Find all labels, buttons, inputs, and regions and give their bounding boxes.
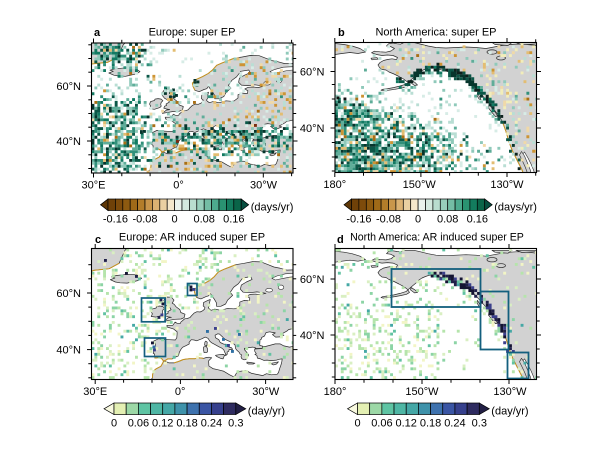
- svg-text:a: a: [94, 27, 101, 39]
- svg-text:(days/yr): (days/yr): [251, 202, 294, 214]
- svg-text:0: 0: [172, 214, 178, 226]
- svg-text:0.3: 0.3: [228, 418, 243, 430]
- svg-text:60°N: 60°N: [56, 81, 81, 93]
- svg-text:0.06: 0.06: [128, 418, 149, 430]
- svg-text:c: c: [95, 234, 101, 246]
- svg-text:40°N: 40°N: [300, 123, 325, 135]
- svg-text:0.12: 0.12: [395, 418, 416, 430]
- svg-text:0.3: 0.3: [472, 418, 487, 430]
- svg-text:0.08: 0.08: [437, 214, 458, 226]
- svg-text:0.24: 0.24: [444, 418, 465, 430]
- svg-text:0: 0: [354, 418, 360, 430]
- svg-text:0.08: 0.08: [193, 214, 214, 226]
- svg-text:40°N: 40°N: [56, 345, 81, 357]
- svg-text:0.12: 0.12: [152, 418, 173, 430]
- svg-text:(days/yr): (days/yr): [494, 202, 537, 214]
- svg-text:30°E: 30°E: [83, 386, 107, 398]
- svg-text:180°: 180°: [323, 179, 346, 191]
- svg-text:150°W: 150°W: [403, 179, 437, 191]
- svg-text:30°W: 30°W: [250, 180, 278, 192]
- svg-text:d: d: [337, 234, 344, 246]
- svg-text:130°W: 130°W: [493, 386, 527, 398]
- svg-text:150°W: 150°W: [405, 386, 439, 398]
- svg-text:(day/yr): (day/yr): [491, 406, 528, 418]
- svg-text:60°N: 60°N: [300, 274, 325, 286]
- svg-text:40°N: 40°N: [300, 330, 325, 342]
- svg-text:(day/yr): (day/yr): [248, 406, 285, 418]
- svg-text:0.24: 0.24: [201, 418, 222, 430]
- svg-text:40°N: 40°N: [56, 136, 81, 148]
- svg-text:North America: AR induced supe: North America: AR induced super EP: [350, 232, 524, 244]
- svg-text:North America: super EP: North America: super EP: [375, 27, 496, 39]
- svg-text:130°W: 130°W: [490, 179, 524, 191]
- svg-text:-0.16: -0.16: [346, 214, 371, 226]
- svg-text:0.16: 0.16: [467, 214, 488, 226]
- svg-text:0: 0: [415, 214, 421, 226]
- svg-text:0: 0: [111, 418, 117, 430]
- svg-text:0.18: 0.18: [176, 418, 197, 430]
- svg-text:Europe: super EP: Europe: super EP: [149, 27, 236, 39]
- svg-text:b: b: [338, 27, 345, 39]
- svg-text:30°W: 30°W: [252, 386, 280, 398]
- svg-text:30°E: 30°E: [82, 180, 106, 192]
- svg-text:-0.08: -0.08: [376, 214, 401, 226]
- svg-text:0.18: 0.18: [420, 418, 441, 430]
- svg-text:0.06: 0.06: [371, 418, 392, 430]
- svg-text:60°N: 60°N: [56, 288, 81, 300]
- svg-text:0.16: 0.16: [223, 214, 244, 226]
- svg-text:0°: 0°: [173, 180, 184, 192]
- svg-text:0°: 0°: [175, 386, 186, 398]
- svg-text:-0.16: -0.16: [103, 214, 128, 226]
- svg-text:Europe: AR induced super EP: Europe: AR induced super EP: [119, 232, 265, 244]
- svg-text:60°N: 60°N: [300, 67, 325, 79]
- svg-text:180°: 180°: [324, 386, 347, 398]
- svg-text:-0.08: -0.08: [132, 214, 157, 226]
